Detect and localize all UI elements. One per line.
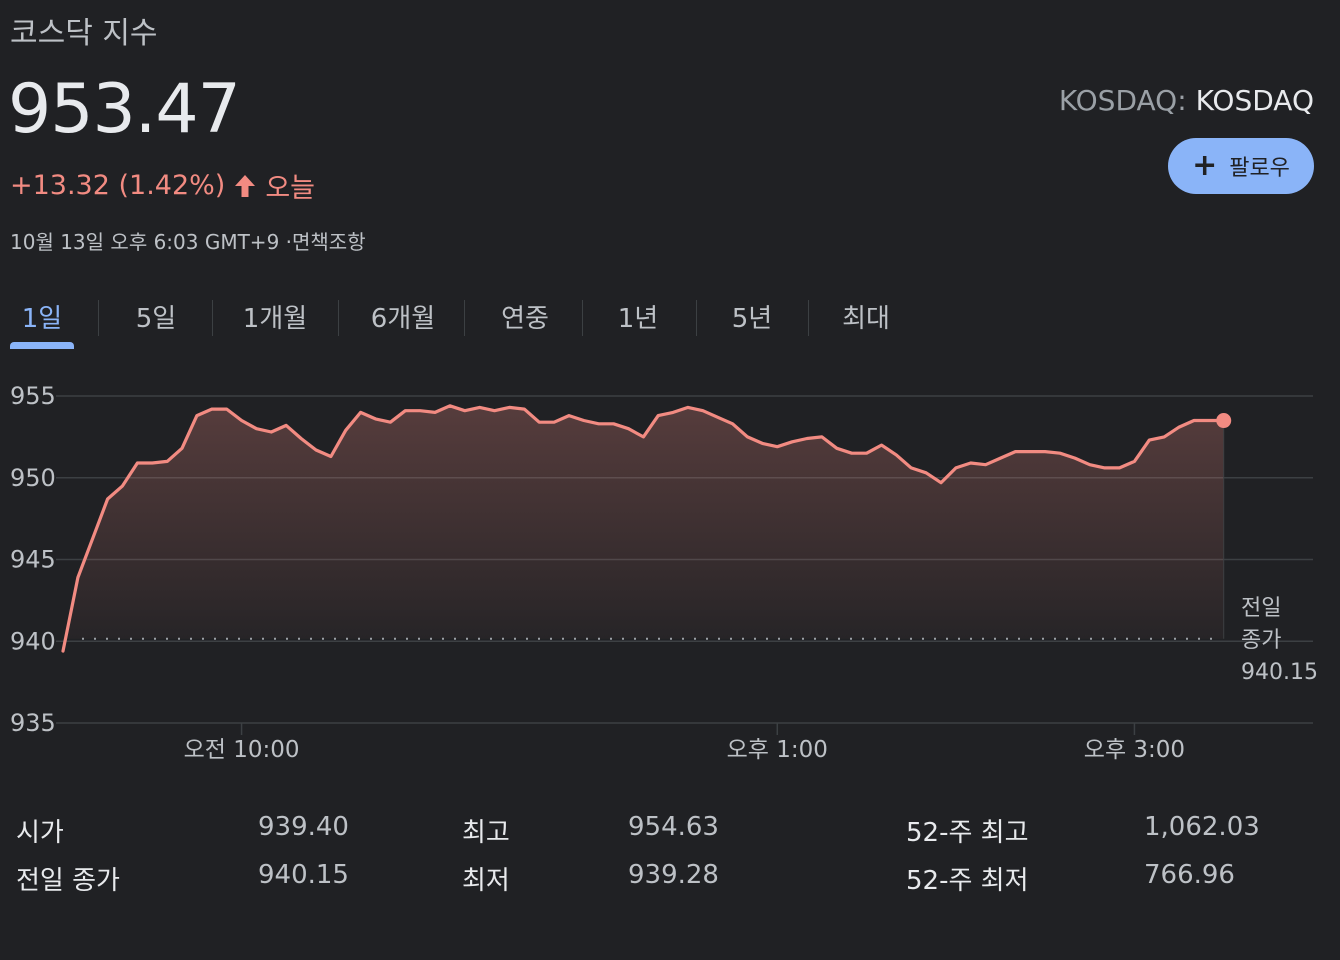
tab-divider bbox=[98, 300, 99, 336]
tab-5y[interactable]: 5년 bbox=[731, 304, 773, 334]
exchange-prefix: KOSDAQ: bbox=[1058, 84, 1187, 117]
active-tab-indicator bbox=[10, 342, 74, 349]
change-value: +13.32 (1.42%) bbox=[10, 170, 226, 201]
page-title: 코스닥 지수 bbox=[10, 16, 158, 51]
stat-value-low: 939.28 bbox=[628, 860, 719, 890]
exchange-symbol: KOSDAQ: KOSDAQ bbox=[1059, 84, 1314, 117]
tab-1y[interactable]: 1년 bbox=[617, 304, 659, 334]
y-tick-label: 935 bbox=[10, 709, 56, 737]
arrow-up-icon bbox=[235, 174, 256, 197]
tab-divider bbox=[582, 300, 583, 336]
follow-button[interactable]: + 팔로우 bbox=[1168, 138, 1314, 194]
tab-ytd[interactable]: 연중 bbox=[501, 304, 549, 334]
y-tick-label: 945 bbox=[10, 546, 56, 574]
tab-1d[interactable]: 1일 bbox=[21, 304, 63, 334]
tab-1m[interactable]: 1개월 bbox=[242, 304, 308, 334]
stat-value-52w-low: 766.96 bbox=[1144, 860, 1235, 890]
stat-value-prev-close: 940.15 bbox=[258, 860, 349, 890]
stat-label-high: 최고 bbox=[462, 818, 510, 848]
price-line bbox=[61, 404, 1226, 653]
y-tick-label: 940 bbox=[10, 627, 56, 655]
stat-value-52w-high: 1,062.03 bbox=[1144, 812, 1260, 842]
x-tick-label: 오후 3:00 bbox=[1084, 737, 1185, 763]
stat-value-open: 939.40 bbox=[258, 812, 349, 842]
tab-divider bbox=[212, 300, 213, 336]
current-price-marker bbox=[1216, 413, 1232, 429]
price-change: +13.32 (1.42%) 오늘 bbox=[10, 166, 315, 205]
stat-label-prev-close: 전일 종가 bbox=[16, 866, 120, 896]
current-price: 953.47 bbox=[8, 70, 241, 149]
tab-6m[interactable]: 6개월 bbox=[370, 304, 436, 334]
change-period: 오늘 bbox=[265, 173, 316, 204]
tab-divider bbox=[338, 300, 339, 336]
stat-label-52w-low: 52-주 최저 bbox=[906, 866, 1029, 896]
previous-close-label: 전일 bbox=[1241, 596, 1281, 621]
tab-5d[interactable]: 5일 bbox=[135, 304, 177, 334]
x-tick-label: 오전 10:00 bbox=[184, 737, 300, 763]
tab-divider bbox=[808, 300, 809, 336]
ticker-symbol: KOSDAQ bbox=[1195, 84, 1314, 117]
tab-max[interactable]: 최대 bbox=[842, 304, 890, 334]
stat-label-52w-high: 52-주 최고 bbox=[906, 818, 1029, 848]
y-tick-label: 955 bbox=[10, 382, 56, 410]
plus-icon: + bbox=[1192, 148, 1218, 183]
tab-divider bbox=[464, 300, 465, 336]
previous-close-label: 종가 bbox=[1241, 628, 1281, 653]
tab-divider bbox=[696, 300, 697, 336]
x-tick-label: 오후 1:00 bbox=[727, 737, 828, 763]
stat-label-low: 최저 bbox=[462, 866, 510, 896]
previous-close-label: 940.15 bbox=[1241, 660, 1318, 685]
price-area-fill bbox=[63, 405, 1224, 652]
timestamp-disclaimer: 10월 13일 오후 6:03 GMT+9 ·면책조항 bbox=[10, 230, 366, 254]
follow-label: 팔로우 bbox=[1229, 156, 1290, 181]
stat-value-high: 954.63 bbox=[628, 812, 719, 842]
y-tick-label: 950 bbox=[10, 464, 56, 492]
stat-label-open: 시가 bbox=[16, 818, 64, 848]
